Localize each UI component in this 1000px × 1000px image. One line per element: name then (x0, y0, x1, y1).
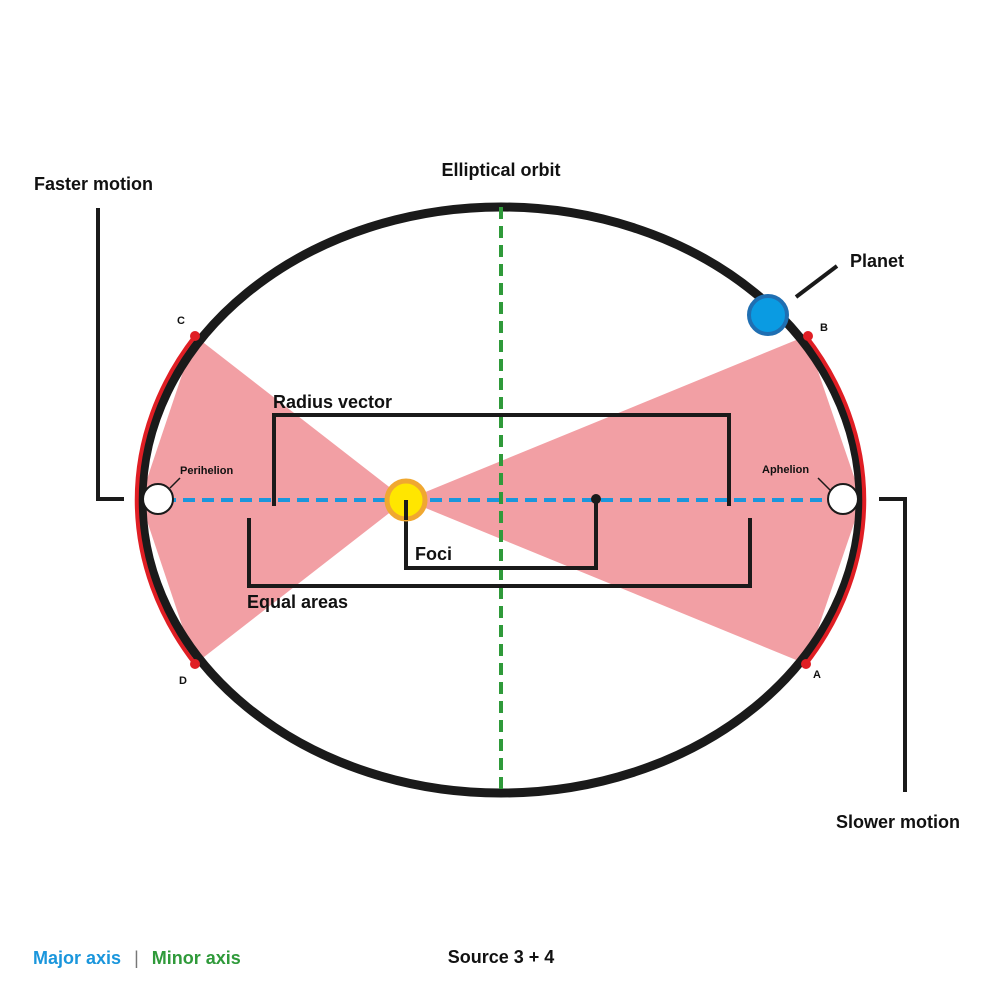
legend-separator: | (134, 948, 139, 968)
planet-label: Planet (850, 251, 904, 271)
legend-major-axis: Major axis (33, 948, 121, 968)
foci-bracket (404, 500, 598, 570)
perihelion-marker (142, 483, 174, 515)
point-c-dot (190, 331, 200, 341)
point-d-dot (190, 659, 200, 669)
elliptical-orbit-label: Elliptical orbit (441, 160, 560, 180)
radius-vector-label: Radius vector (273, 392, 392, 412)
point-b-label: B (820, 322, 828, 334)
equal-areas-label: Equal areas (247, 592, 348, 612)
slower-motion-label: Slower motion (836, 812, 960, 832)
aphelion-leader (817, 477, 831, 491)
point-d-label: D (179, 675, 187, 687)
radius-vector-bracket (272, 413, 731, 506)
arc-b-a (804, 334, 867, 666)
point-a-label: A (813, 669, 821, 681)
arc-c-d (134, 334, 197, 666)
empty-focus-dot (591, 494, 601, 504)
aphelion-marker (827, 483, 859, 515)
legend: Major axis | Minor axis (33, 948, 241, 968)
point-c-label: C (177, 315, 185, 327)
aphelion-label: Aphelion (762, 464, 809, 476)
faster-motion-label: Faster motion (34, 174, 153, 194)
faster-motion-leader (96, 208, 124, 501)
planet (747, 294, 789, 336)
perihelion-label: Perihelion (180, 465, 233, 477)
legend-minor-axis: Minor axis (152, 948, 241, 968)
point-b-dot (803, 331, 813, 341)
slower-motion-leader (879, 497, 907, 792)
point-a-dot (801, 659, 811, 669)
foci-label: Foci (415, 544, 452, 564)
planet-leader (794, 264, 839, 299)
source-label: Source 3 + 4 (448, 947, 555, 967)
perihelion-leader (169, 477, 181, 489)
equal-areas-bracket (247, 518, 752, 588)
